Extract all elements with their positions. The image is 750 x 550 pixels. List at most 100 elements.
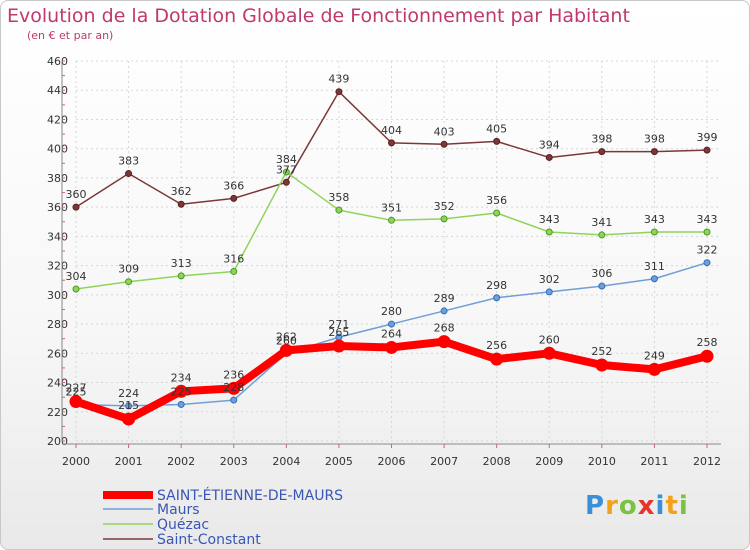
data-point (493, 137, 501, 145)
data-label: 304 (66, 270, 87, 283)
axes: 200 220 240 260 280 300 320 340 360 380 400 420 440 4… (47, 55, 721, 468)
data-label: 384 (276, 153, 297, 166)
data-point (545, 228, 553, 236)
data-point (174, 384, 188, 398)
logo-letter: x (637, 491, 656, 521)
data-point (545, 153, 553, 161)
data-point (177, 200, 185, 208)
data-point (388, 216, 395, 224)
data-point (650, 228, 658, 236)
x-tick-label: 2004 (272, 455, 300, 468)
data-point (700, 349, 714, 363)
data-point (440, 307, 448, 315)
x-tick-label: 2012 (693, 455, 721, 468)
data-label: 356 (486, 194, 507, 207)
data-point (230, 396, 238, 404)
data-label: 264 (381, 327, 402, 340)
legend-label: Quézac (157, 517, 209, 533)
chart-subtitle: (en € et par an) (27, 29, 114, 42)
data-point (230, 194, 238, 202)
data-label: 298 (486, 279, 507, 292)
data-label: 343 (697, 213, 718, 226)
data-point (490, 352, 504, 366)
data-label: 260 (539, 333, 560, 346)
chart-title: Evolution de la Dotation Globale de Fonc… (7, 5, 630, 27)
y-tick-label: 360 (47, 201, 68, 214)
y-tick-label: 380 (47, 172, 68, 185)
logo-letter: i (678, 491, 689, 521)
y-tick-label: 240 (47, 377, 68, 390)
data-point (122, 412, 136, 426)
x-tick-label: 2007 (430, 455, 458, 468)
data-label: 260 (276, 334, 297, 347)
data-point (703, 228, 711, 236)
data-label: 394 (539, 138, 560, 151)
x-tick-label: 2002 (167, 455, 195, 468)
data-label: 262 (276, 330, 297, 343)
logo-letter: r (605, 491, 619, 521)
legend-label: Saint-Constant (157, 532, 261, 548)
data-label: 215 (118, 399, 139, 412)
data-label: 225 (66, 385, 87, 398)
data-point (282, 178, 290, 186)
data-point (125, 170, 133, 178)
data-label: 249 (644, 349, 665, 362)
y-tick-label: 220 (47, 406, 68, 419)
data-label: 360 (66, 188, 87, 201)
legend: SAINT-ÉTIENNE-DE-MAURSMaursQuézacSaint-C… (103, 487, 343, 548)
data-point (598, 231, 606, 239)
logo-letter: t (665, 491, 679, 521)
data-point (703, 259, 711, 267)
data-label: 225 (171, 385, 192, 398)
x-tick-label: 2009 (535, 455, 563, 468)
data-point (332, 339, 346, 353)
logo-letter: i (655, 491, 666, 521)
data-label: 398 (591, 133, 612, 146)
data-label: 439 (328, 73, 349, 86)
data-point (598, 282, 606, 290)
y-tick-label: 200 (47, 435, 68, 448)
data-label: 258 (697, 336, 718, 349)
data-labels: 227 215 234 236 262 265 264 268 256 260 252 249 258 2… (66, 73, 718, 412)
data-point (650, 148, 658, 156)
data-label: 227 (66, 382, 87, 395)
x-tick-label: 2005 (325, 455, 353, 468)
data-label: 313 (171, 257, 192, 270)
data-point (72, 203, 80, 211)
data-point (72, 285, 80, 293)
data-point (595, 358, 609, 372)
data-point (493, 209, 501, 217)
data-point (125, 402, 133, 410)
y-tick-label: 260 (47, 347, 68, 360)
data-label: 268 (434, 322, 455, 335)
data-point (335, 88, 343, 96)
logo-letter: o (618, 491, 638, 521)
data-point (335, 206, 343, 214)
data-label: 343 (539, 213, 560, 226)
data-label: 366 (223, 179, 244, 192)
data-label: 341 (591, 216, 612, 229)
y-tick-label: 300 (47, 289, 68, 302)
data-label: 311 (644, 260, 665, 273)
data-label: 309 (118, 263, 139, 276)
x-tick-label: 2000 (62, 455, 90, 468)
x-tick-label: 2010 (588, 455, 616, 468)
grid (75, 60, 721, 442)
data-point (69, 395, 83, 409)
x-tick-label: 2006 (378, 455, 406, 468)
data-label: 228 (223, 381, 244, 394)
data-label: 403 (434, 125, 455, 138)
data-label: 405 (486, 122, 507, 135)
y-tick-label: 280 (47, 318, 68, 331)
data-label: 224 (118, 387, 139, 400)
x-tick-label: 2003 (220, 455, 248, 468)
data-label: 316 (223, 252, 244, 265)
data-point (703, 146, 711, 154)
data-label: 383 (118, 155, 139, 168)
data-point (545, 288, 553, 296)
data-label: 306 (591, 267, 612, 280)
data-point (493, 294, 501, 302)
data-label: 352 (434, 200, 455, 213)
data-point (647, 362, 661, 376)
